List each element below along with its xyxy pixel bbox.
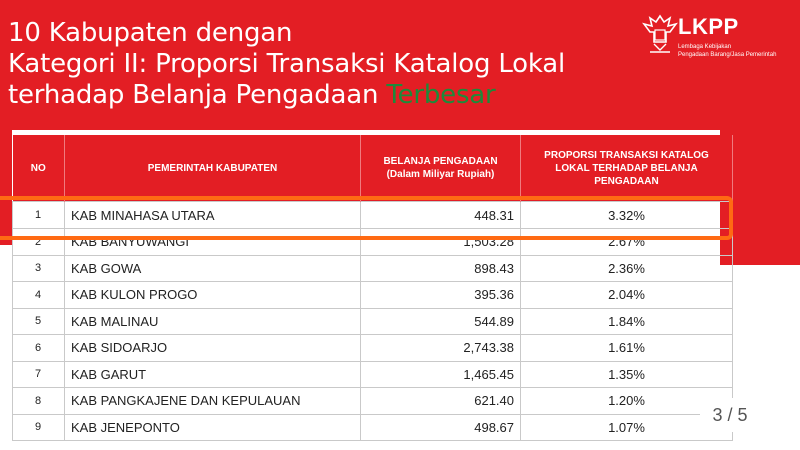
row-kabupaten: KAB PANGKAJENE DAN KEPULAUAN [64,387,361,415]
row-belanja: 544.89 [360,307,521,335]
row-kabupaten: KAB GOWA [64,254,361,282]
row-belanja: 1,503.28 [360,228,521,256]
table-row: 9 KAB JENEPONTO 498.67 1.07% [12,413,733,441]
header-proporsi-line-2: LOKAL TERHADAP BELANJA [555,162,698,174]
table-row: 3 KAB GOWA 898.43 2.36% [12,254,733,282]
row-number: 6 [12,334,65,362]
header-proporsi-line-3: PENGADAAN [594,175,659,187]
row-number: 2 [12,228,65,256]
header-proporsi-line-1: PROPORSI TRANSAKSI KATALOG [544,149,709,161]
header-belanja-line-1: BELANJA PENGADAAN [383,156,498,167]
row-number: 1 [12,201,65,229]
row-belanja: 1,465.45 [360,360,521,388]
header-no: NO [12,135,65,202]
logo-subtitle-line-2: Pengadaan Barang/Jasa Pemerintah [678,52,777,58]
table-header-row: NO PEMERINTAH KABUPATEN BELANJA PENGADAA… [12,135,733,202]
header-belanja-line-2: (Dalam Miliyar Rupiah) [386,169,495,180]
header-kabupaten: PEMERINTAH KABUPATEN [64,135,361,202]
row-number: 7 [12,360,65,388]
banner-left-edge [0,125,12,245]
logo-subtitle: Lembaga Kebijakan Pengadaan Barang/Jasa … [678,43,798,59]
row-proporsi: 2.04% [520,281,733,309]
title-line-3: terhadap Belanja Pengadaan [8,80,387,110]
row-belanja: 2,743.38 [360,334,521,362]
row-number: 9 [12,413,65,441]
row-kabupaten: KAB GARUT [64,360,361,388]
row-kabupaten: KAB KULON PROGO [64,281,361,309]
table-row: 4 KAB KULON PROGO 395.36 2.04% [12,281,733,309]
row-proporsi: 1.84% [520,307,733,335]
row-proporsi: 3.32% [520,201,733,229]
page-indicator: 3 / 5 [700,398,760,432]
title-line-1: 10 Kabupaten dengan [8,18,293,48]
row-kabupaten: KAB BANYUWANGI [64,228,361,256]
row-kabupaten: KAB MINAHASA UTARA [64,201,361,229]
row-proporsi: 2.36% [520,254,733,282]
row-belanja: 898.43 [360,254,521,282]
row-belanja: 621.40 [360,387,521,415]
logo-subtitle-line-1: Lembaga Kebijakan [678,44,732,50]
row-belanja: 448.31 [360,201,521,229]
row-kabupaten: KAB JENEPONTO [64,413,361,441]
row-belanja: 395.36 [360,281,521,309]
row-kabupaten: KAB MALINAU [64,307,361,335]
page-title: 10 Kabupaten dengan Kategori II: Propors… [8,18,565,111]
row-number: 3 [12,254,65,282]
row-proporsi: 2.67% [520,228,733,256]
table-row: 1 KAB MINAHASA UTARA 448.31 3.32% [12,201,733,229]
row-number: 8 [12,387,65,415]
garuda-emblem-icon [642,14,678,53]
banner-side-panel [720,125,800,265]
row-kabupaten: KAB SIDOARJO [64,334,361,362]
row-belanja: 498.67 [360,413,521,441]
row-number: 4 [12,281,65,309]
data-table: NO PEMERINTAH KABUPATEN BELANJA PENGADAA… [12,135,733,441]
lkpp-logo: LKPP Lembaga Kebijakan Pengadaan Barang/… [640,10,800,70]
header-banner [0,0,800,130]
row-proporsi: 1.35% [520,360,733,388]
row-proporsi: 1.20% [520,387,733,415]
table-row: 2 KAB BANYUWANGI 1,503.28 2.67% [12,228,733,256]
header-belanja: BELANJA PENGADAAN (Dalam Miliyar Rupiah) [360,135,521,202]
title-line-2: Kategori II: Proporsi Transaksi Katalog … [8,49,566,79]
header-proporsi: PROPORSI TRANSAKSI KATALOG LOKAL TERHADA… [520,135,733,202]
row-proporsi: 1.61% [520,334,733,362]
title-highlight-word: Terbesar [386,80,496,110]
table-row: 6 KAB SIDOARJO 2,743.38 1.61% [12,334,733,362]
row-number: 5 [12,307,65,335]
table-row: 5 KAB MALINAU 544.89 1.84% [12,307,733,335]
table-row: 7 KAB GARUT 1,465.45 1.35% [12,360,733,388]
table-row: 8 KAB PANGKAJENE DAN KEPULAUAN 621.40 1.… [12,387,733,415]
logo-wordmark: LKPP [678,14,739,39]
